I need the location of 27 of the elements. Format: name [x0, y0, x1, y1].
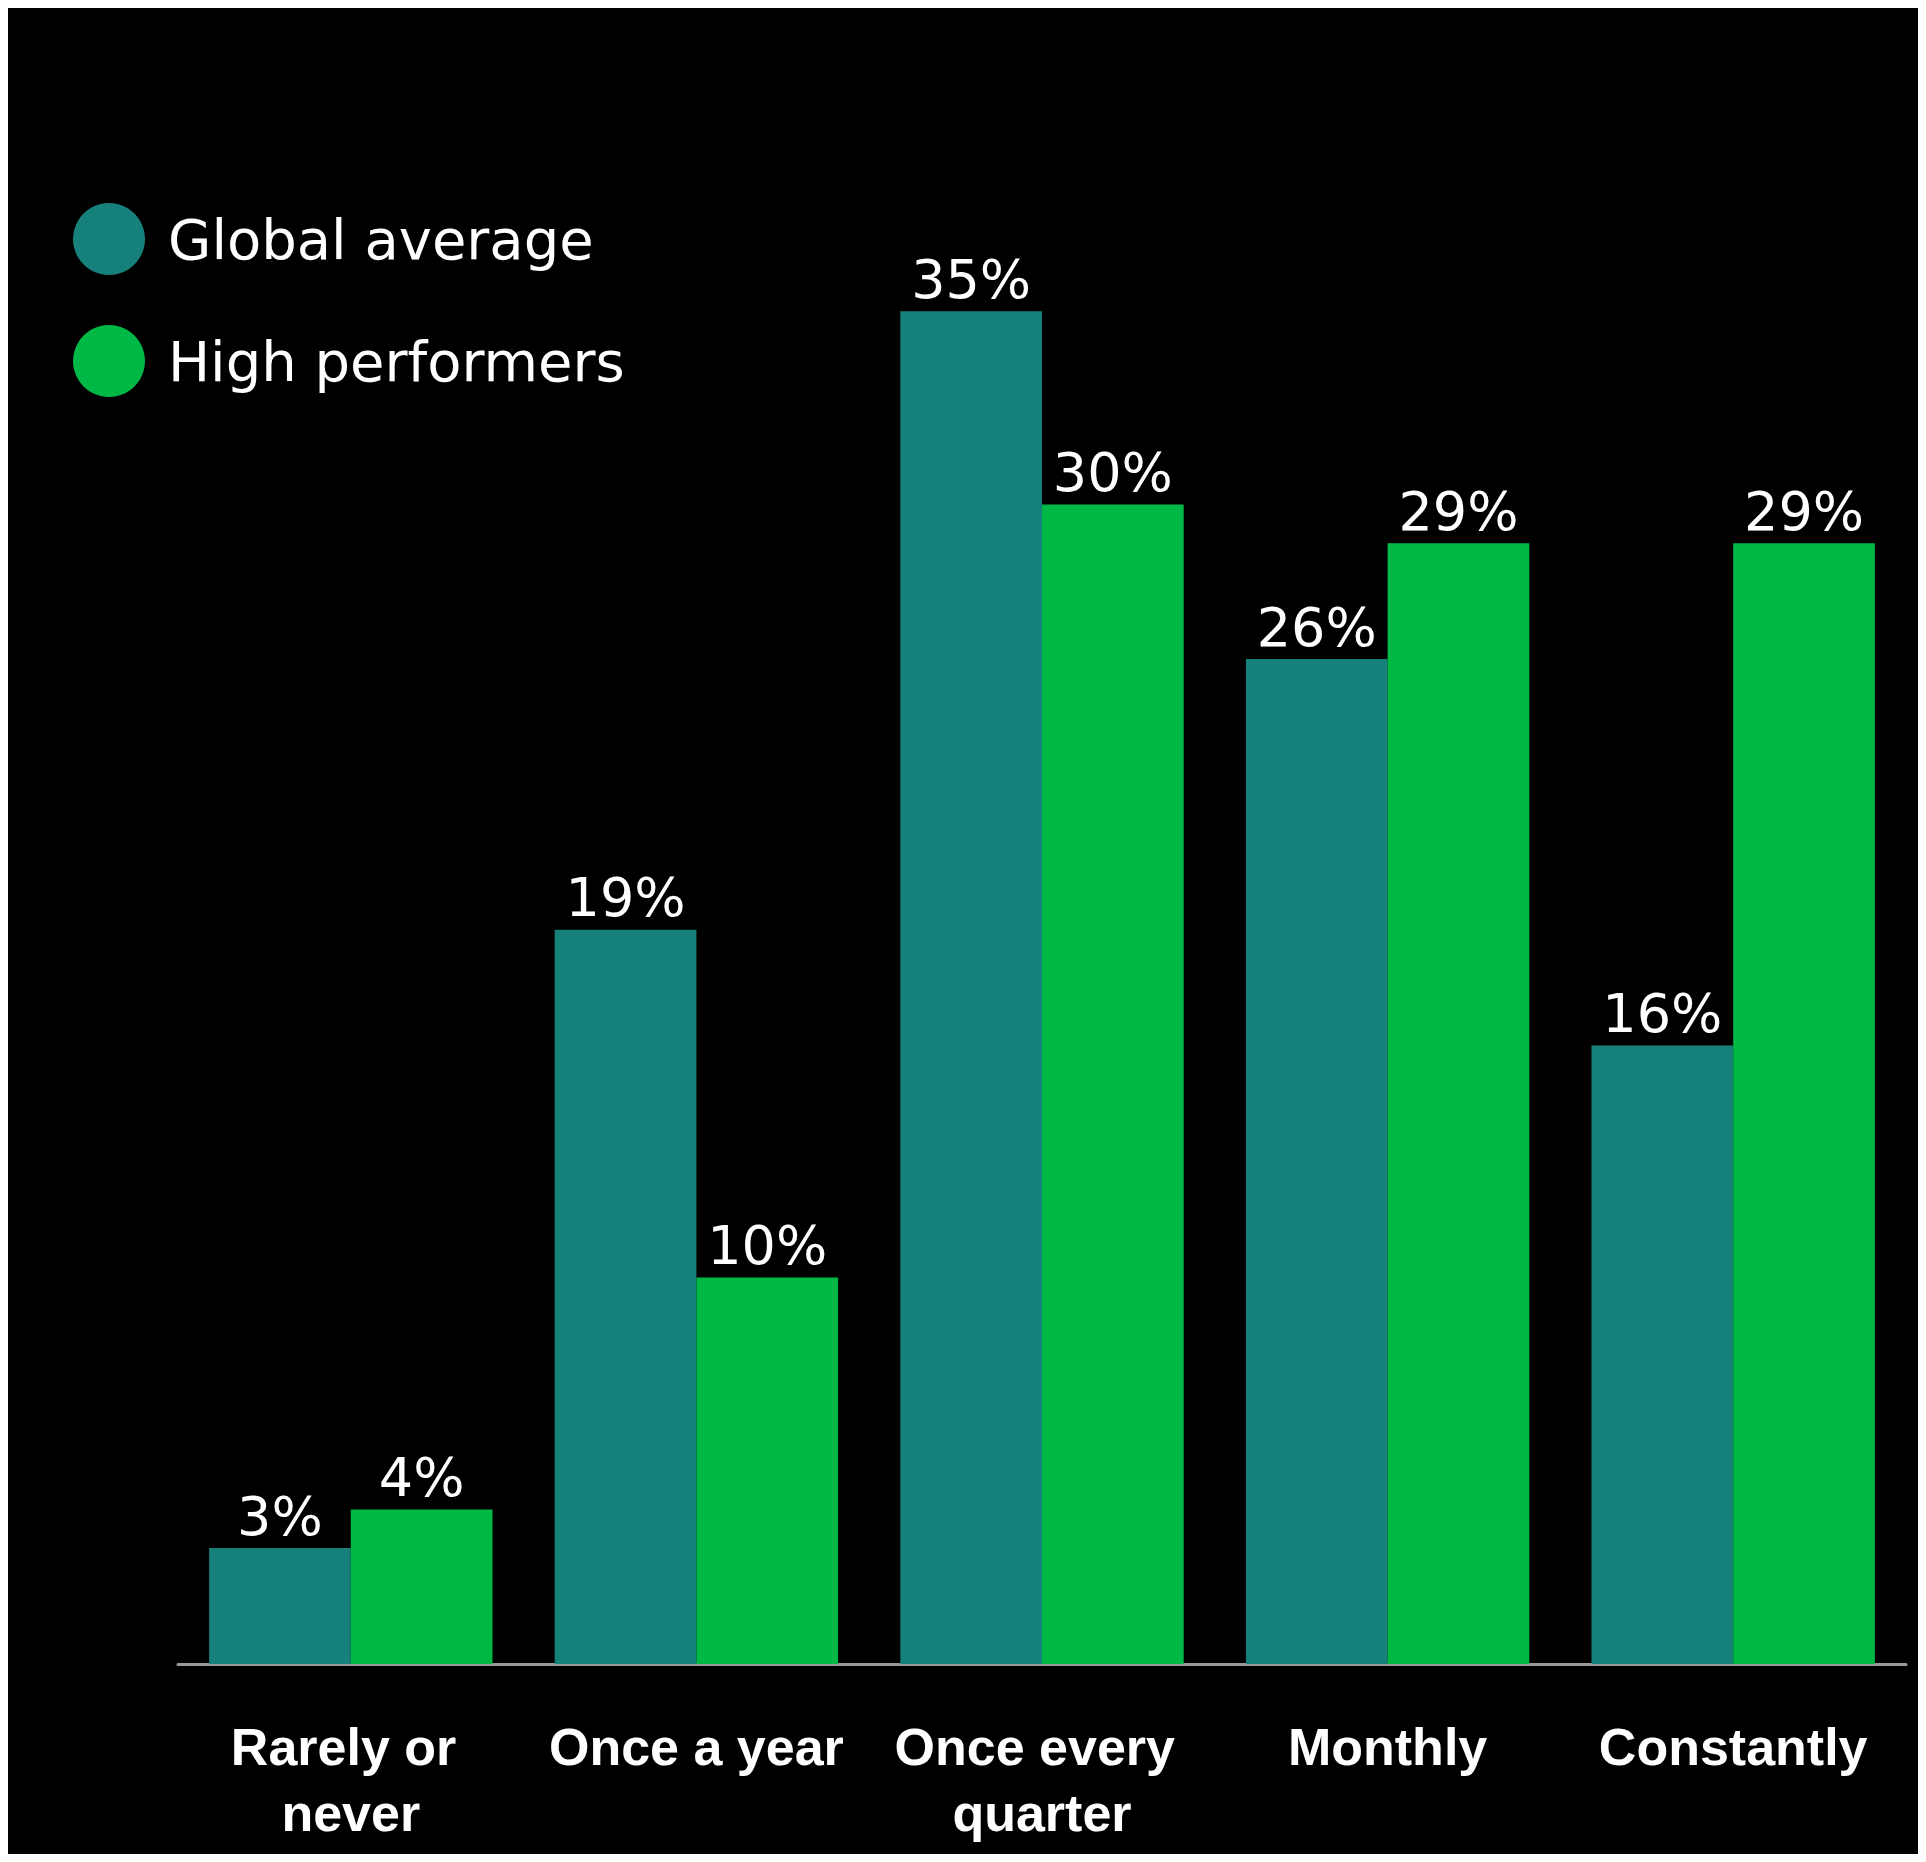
data-label: 4%: [378, 1445, 465, 1509]
bar: [900, 311, 1042, 1664]
x-tick-label: Constantly: [1598, 1718, 1868, 1776]
legend-label: Global average: [168, 206, 594, 272]
bar: [1042, 504, 1184, 1664]
bar: [1591, 1045, 1734, 1664]
x-tick-label: Once every quarter: [894, 1718, 1190, 1842]
data-label: 19%: [565, 866, 686, 930]
data-label: 29%: [1744, 479, 1865, 543]
data-label: 26%: [1256, 595, 1377, 659]
bar: [696, 1277, 839, 1664]
data-label: 10%: [707, 1214, 828, 1277]
bar: [554, 929, 697, 1664]
data-label: 35%: [911, 247, 1032, 311]
bar: [1245, 659, 1388, 1664]
x-tick-label: Rarely or never: [230, 1718, 471, 1842]
bar: [350, 1509, 493, 1664]
bar: [1733, 543, 1875, 1664]
data-label: 3%: [237, 1484, 323, 1548]
bar: [209, 1548, 351, 1664]
data-label: 30%: [1052, 441, 1173, 504]
x-tick-label: Monthly: [1287, 1718, 1488, 1776]
bar: [1387, 543, 1530, 1664]
legend-label: High performers: [168, 328, 625, 394]
x-tick-label: Once a year: [548, 1718, 844, 1776]
data-label: 29%: [1398, 479, 1519, 543]
data-label: 16%: [1602, 982, 1723, 1046]
